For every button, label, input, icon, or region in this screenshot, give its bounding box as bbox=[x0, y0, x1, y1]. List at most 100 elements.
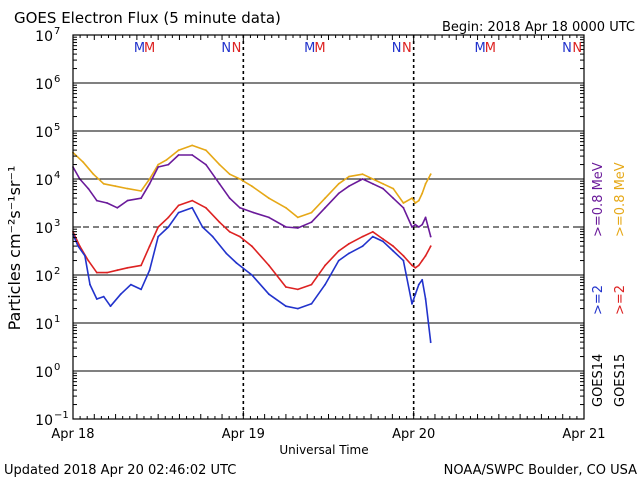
data-point bbox=[267, 197, 270, 200]
data-point bbox=[177, 149, 180, 152]
data-point bbox=[310, 221, 313, 224]
y-tick-exponent: 4 bbox=[54, 170, 60, 181]
chart-title: GOES Electron Flux (5 minute data) bbox=[14, 9, 281, 27]
data-point bbox=[361, 173, 364, 176]
data-point bbox=[140, 288, 143, 291]
data-point bbox=[109, 305, 112, 308]
data-point bbox=[177, 211, 180, 214]
data-point bbox=[239, 178, 241, 180]
data-point bbox=[167, 226, 170, 228]
data-point bbox=[95, 298, 98, 300]
y-tick-exponent: 7 bbox=[54, 26, 60, 37]
y-tick-exponent: 2 bbox=[54, 266, 60, 277]
time-marker: M bbox=[314, 41, 325, 56]
data-point bbox=[421, 259, 424, 262]
data-point bbox=[177, 154, 180, 156]
begin-label: Begin: 2018 Apr 18 0000 UTC bbox=[442, 20, 635, 35]
data-point bbox=[414, 223, 417, 226]
time-marker: M bbox=[485, 41, 496, 56]
legend-column: GOES15 >=2 >=0.8 MeV bbox=[613, 162, 628, 407]
data-point bbox=[392, 250, 395, 252]
y-axis-label: Particles cm⁻²s⁻¹sr⁻¹ bbox=[5, 166, 24, 331]
series-line bbox=[72, 144, 432, 219]
y-tick-label: 10 bbox=[35, 29, 53, 45]
data-point bbox=[421, 192, 424, 195]
legend-group-label: GOES14 bbox=[591, 354, 606, 407]
data-point bbox=[417, 199, 420, 202]
data-point bbox=[382, 240, 384, 243]
data-point bbox=[429, 173, 432, 176]
data-point bbox=[211, 235, 214, 238]
data-point bbox=[337, 192, 340, 195]
data-point bbox=[382, 238, 384, 240]
data-point bbox=[392, 197, 395, 200]
data-point bbox=[417, 264, 420, 267]
y-tick-exponent: 3 bbox=[54, 218, 60, 229]
data-point bbox=[191, 206, 194, 209]
data-point bbox=[296, 216, 299, 219]
legend-item: >=0.8 MeV bbox=[613, 162, 628, 237]
data-point bbox=[130, 283, 132, 286]
data-point bbox=[424, 298, 427, 300]
data-point bbox=[324, 283, 326, 286]
data-point bbox=[204, 163, 207, 166]
data-point bbox=[392, 245, 395, 248]
data-point bbox=[348, 252, 350, 255]
data-point bbox=[324, 264, 326, 267]
data-point bbox=[382, 187, 384, 190]
data-point bbox=[95, 271, 98, 274]
time-marker: M bbox=[474, 41, 485, 56]
y-tick-label: 10 bbox=[35, 77, 53, 93]
data-point bbox=[417, 226, 420, 228]
data-point bbox=[296, 288, 299, 291]
data-point bbox=[92, 173, 95, 176]
data-point bbox=[82, 161, 85, 164]
data-point bbox=[424, 216, 427, 219]
data-point bbox=[392, 187, 395, 190]
legend-column: GOES14 >=2 >=0.8 MeV bbox=[591, 162, 606, 407]
legend-item: >=0.8 MeV bbox=[591, 162, 606, 237]
data-point bbox=[310, 302, 313, 305]
data-point bbox=[267, 216, 270, 219]
time-marker: N bbox=[562, 41, 572, 56]
x-tick-label: Apr 21 bbox=[562, 427, 605, 442]
data-point bbox=[126, 199, 129, 202]
data-point bbox=[348, 175, 350, 178]
data-point bbox=[402, 254, 405, 257]
data-point bbox=[429, 245, 432, 248]
data-point bbox=[361, 178, 364, 180]
data-point bbox=[95, 199, 98, 202]
data-point bbox=[411, 264, 413, 267]
data-point bbox=[126, 266, 129, 269]
data-point bbox=[84, 254, 86, 257]
legend-group-label: GOES15 bbox=[613, 354, 628, 407]
time-marker: M bbox=[134, 41, 145, 56]
data-point bbox=[235, 262, 238, 264]
y-tick-label: 10 bbox=[35, 269, 53, 285]
y-tick-exponent: 6 bbox=[54, 74, 60, 85]
x-tick-label: Apr 18 bbox=[51, 427, 94, 442]
data-point bbox=[411, 226, 413, 228]
data-point bbox=[402, 202, 405, 204]
data-point bbox=[114, 185, 117, 188]
data-point bbox=[429, 235, 432, 238]
grid-layer bbox=[73, 35, 584, 419]
data-point bbox=[204, 206, 207, 209]
data-point bbox=[218, 221, 221, 224]
data-point bbox=[157, 163, 160, 166]
data-point bbox=[191, 199, 194, 202]
data-point bbox=[148, 245, 151, 248]
data-point bbox=[337, 182, 340, 185]
data-point bbox=[89, 283, 91, 286]
data-point bbox=[421, 278, 424, 281]
data-point bbox=[429, 341, 432, 344]
y-tick-label: 10 bbox=[35, 125, 53, 141]
data-point bbox=[414, 266, 417, 269]
data-point bbox=[157, 235, 160, 238]
legend-layer: GOES14 >=2 >=0.8 MeV GOES15 >=2 >=0.8 MeV bbox=[591, 162, 628, 407]
data-point bbox=[324, 197, 326, 200]
data-point bbox=[337, 250, 340, 252]
data-point bbox=[148, 178, 151, 180]
